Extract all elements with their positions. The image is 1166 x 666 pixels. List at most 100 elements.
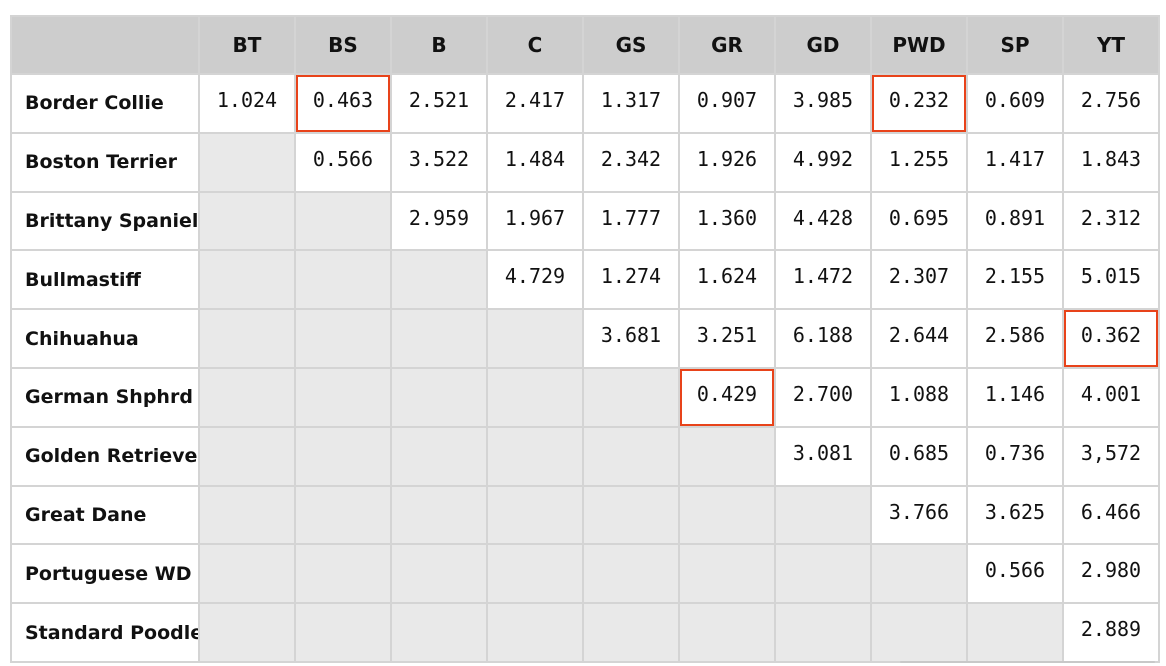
empty-cell [774, 602, 872, 663]
empty-cell [390, 366, 488, 428]
value-cell: 1.472 [774, 249, 872, 311]
distance-matrix-table: BT BS B C GS GR GD PWD SP YT Border Collie 1.024 0.… [10, 15, 1160, 663]
value-cell: 2.889 [1062, 602, 1160, 663]
empty-cell [390, 308, 488, 369]
empty-cell [198, 249, 296, 311]
value-cell: 1.360 [678, 190, 776, 252]
value-cell: 2.586 [966, 308, 1064, 369]
value-cell: 4.428 [774, 190, 872, 252]
empty-cell [294, 543, 392, 605]
column-header-gs: GS [582, 15, 680, 75]
column-header-bt: BT [198, 15, 296, 75]
empty-cell [486, 308, 584, 369]
column-header-gd: GD [774, 15, 872, 75]
table-row: Golden Retriever 3.081 0.685 0.736 3,572 [10, 425, 1160, 487]
highlighted-value-cell: 0.362 [1062, 308, 1160, 369]
column-header-yt: YT [1062, 15, 1160, 75]
highlighted-value-cell: 0.463 [294, 73, 392, 134]
row-label: German Shphrd [10, 366, 200, 428]
empty-cell [294, 425, 392, 487]
value-cell: 2.700 [774, 366, 872, 428]
value-cell: 0.609 [966, 73, 1064, 134]
value-cell: 2.959 [390, 190, 488, 252]
value-cell: 3.251 [678, 308, 776, 369]
table-row: Border Collie 1.024 0.463 2.521 2.417 1.317 0.… [10, 73, 1160, 134]
value-cell: 0.695 [870, 190, 968, 252]
empty-cell [486, 484, 584, 546]
empty-cell [486, 602, 584, 663]
empty-cell [198, 425, 296, 487]
table-row: German Shphrd 0.429 2.700 1.088 1.146 4.001 [10, 366, 1160, 428]
value-cell: 1.967 [486, 190, 584, 252]
empty-cell [966, 602, 1064, 663]
value-cell: 4.992 [774, 131, 872, 193]
column-header-b: B [390, 15, 488, 75]
value-cell: 2.756 [1062, 73, 1160, 134]
row-label: Border Collie [10, 73, 200, 134]
table-row: Boston Terrier 0.566 3.522 1.484 2.342 1.926 4… [10, 131, 1160, 193]
empty-cell [582, 425, 680, 487]
value-cell: 2.417 [486, 73, 584, 134]
corner-header-cell [10, 15, 200, 75]
empty-cell [582, 543, 680, 605]
row-label: Portuguese WD [10, 543, 200, 605]
value-cell: 2.155 [966, 249, 1064, 311]
column-header-sp: SP [966, 15, 1064, 75]
value-cell: 1.926 [678, 131, 776, 193]
value-cell: 2.307 [870, 249, 968, 311]
empty-cell [678, 484, 776, 546]
empty-cell [582, 366, 680, 428]
empty-cell [198, 308, 296, 369]
empty-cell [582, 484, 680, 546]
empty-cell [198, 190, 296, 252]
value-cell: 0.566 [966, 543, 1064, 605]
value-cell: 2.980 [1062, 543, 1160, 605]
value-cell: 5.015 [1062, 249, 1160, 311]
value-cell: 0.566 [294, 131, 392, 193]
table-row: Great Dane 3.766 3.625 6.466 [10, 484, 1160, 546]
table-row: Portuguese WD 0.566 2.980 [10, 543, 1160, 605]
value-cell: 4.001 [1062, 366, 1160, 428]
value-cell: 3.081 [774, 425, 872, 487]
value-cell: 3.625 [966, 484, 1064, 546]
value-cell: 4.729 [486, 249, 584, 311]
row-label: Great Dane [10, 484, 200, 546]
value-cell: 1.624 [678, 249, 776, 311]
table-row: Bullmastiff 4.729 1.274 1.624 1.472 2.307 2.15… [10, 249, 1160, 311]
empty-cell [294, 249, 392, 311]
column-header-gr: GR [678, 15, 776, 75]
value-cell: 1.843 [1062, 131, 1160, 193]
value-cell: 1.484 [486, 131, 584, 193]
value-cell: 0.907 [678, 73, 776, 134]
empty-cell [198, 131, 296, 193]
empty-cell [294, 484, 392, 546]
value-cell: 1.024 [198, 73, 296, 134]
empty-cell [486, 425, 584, 487]
value-cell: 3.522 [390, 131, 488, 193]
value-cell: 1.146 [966, 366, 1064, 428]
empty-cell [294, 366, 392, 428]
value-cell: 0.685 [870, 425, 968, 487]
empty-cell [678, 425, 776, 487]
value-cell: 6.466 [1062, 484, 1160, 546]
value-cell: 2.342 [582, 131, 680, 193]
value-cell: 1.317 [582, 73, 680, 134]
value-cell: 6.188 [774, 308, 872, 369]
empty-cell [870, 602, 968, 663]
highlighted-value-cell: 0.232 [870, 73, 968, 134]
highlighted-value-cell: 0.429 [678, 366, 776, 428]
empty-cell [678, 602, 776, 663]
table-row: Standard Poodle 2.889 [10, 602, 1160, 663]
column-header-bs: BS [294, 15, 392, 75]
empty-cell [774, 543, 872, 605]
matrix-body: Border Collie 1.024 0.463 2.521 2.417 1.317 0.… [10, 73, 1160, 663]
empty-cell [294, 308, 392, 369]
row-label: Bullmastiff [10, 249, 200, 311]
empty-cell [198, 484, 296, 546]
empty-cell [486, 543, 584, 605]
row-label: Brittany Spaniel [10, 190, 200, 252]
empty-cell [582, 602, 680, 663]
value-cell: 0.891 [966, 190, 1064, 252]
value-cell: 2.312 [1062, 190, 1160, 252]
row-label: Golden Retriever [10, 425, 200, 487]
